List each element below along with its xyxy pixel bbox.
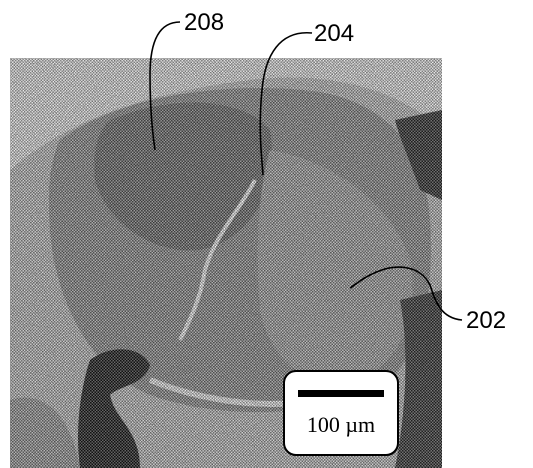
scale-bar-box: 100 µm bbox=[283, 370, 399, 456]
reference-label: 208 bbox=[184, 9, 224, 36]
scale-label: 100 µm bbox=[307, 412, 375, 437]
reference-label: 202 bbox=[466, 307, 506, 334]
leader-line bbox=[349, 266, 463, 321]
reference-label: 204 bbox=[314, 20, 354, 47]
leader-line bbox=[259, 32, 313, 176]
scale-bar bbox=[298, 390, 384, 397]
micrograph bbox=[10, 58, 442, 468]
leader-line bbox=[149, 21, 181, 151]
